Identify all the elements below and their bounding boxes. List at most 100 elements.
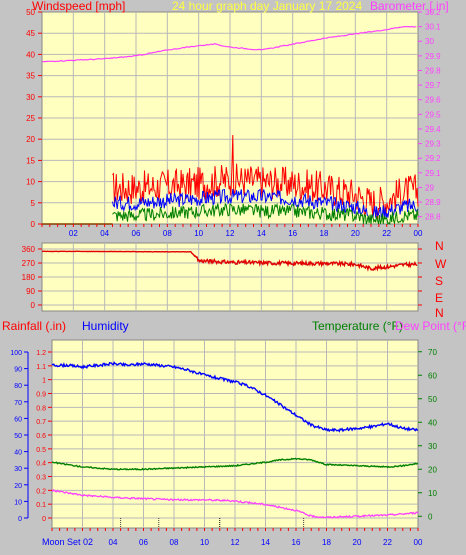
wind-direction-series — [42, 250, 418, 272]
humidity-axes: 010203040506070809010000.10.20.30.40.50.… — [10, 348, 437, 547]
moon-set-label: Moon Set 02 — [42, 537, 93, 547]
humidity-tick-label: 100 — [10, 350, 22, 357]
wind-tick-label-x: 00 — [414, 229, 423, 238]
wind-tick-label-x: 18 — [320, 229, 329, 238]
rain-tick-label: 0.3 — [36, 475, 46, 482]
wind-tick-label-x: 08 — [163, 229, 172, 238]
baro-tick-label-right: 29.2 — [425, 154, 441, 163]
temperature-tick-label: 50 — [428, 395, 437, 404]
humidity-tick-label: 60 — [14, 416, 22, 423]
baro-tick-label-right: 29.6 — [425, 96, 441, 105]
temperature-tick-label: 60 — [428, 371, 437, 380]
wind-plot-grid — [42, 12, 418, 224]
wind-tick-label-x: 04 — [100, 229, 109, 238]
humidity-tick-label: 90 — [14, 367, 22, 374]
humidity-axis-title: Humidity — [82, 319, 129, 333]
humidity-tick-label-x: 14 — [261, 538, 270, 547]
rain-tick-label: 0.2 — [36, 488, 46, 495]
humidity-tick-label-x: 00 — [414, 538, 423, 547]
humidity-tick-label-x: 18 — [322, 538, 331, 547]
baro-tick-label-right: 28.8 — [425, 213, 441, 222]
wind-tick-label-left: 35 — [26, 72, 35, 81]
wind-tick-label-left: 15 — [26, 156, 35, 165]
barometer-series — [41, 25, 417, 63]
temperature-series — [52, 457, 419, 471]
baro-tick-label-right: 30 — [425, 37, 434, 46]
humidity-series-group — [51, 361, 419, 528]
wind-series-group — [41, 25, 419, 226]
direction-series-group — [42, 250, 418, 272]
wind-speed-series — [112, 188, 419, 221]
chart-title: 24 hour graph day January 17 2024 — [172, 0, 362, 13]
humidity-tick-label-x: 08 — [170, 538, 179, 547]
baro-tick-label-right: 29.5 — [425, 110, 441, 119]
windspeed-axis-title: Windspeed [mph] — [32, 0, 125, 13]
humidity-tick-label: 0 — [18, 516, 22, 523]
wind-tick-label-left: 0 — [31, 220, 36, 229]
wind-tick-label-x: 12 — [226, 229, 235, 238]
baro-tick-label-right: 29.7 — [425, 81, 441, 90]
humidity-tick-label: 50 — [14, 433, 22, 440]
wind-tick-label-left: 25 — [26, 114, 35, 123]
direction-tick-label: 360 — [22, 245, 36, 254]
wind-tick-label-left: 45 — [26, 29, 35, 38]
humidity-tick-label-x: 16 — [292, 538, 301, 547]
rain-tick-label: 0.9 — [36, 392, 46, 399]
dew-point-series — [51, 488, 419, 519]
wind-tick-label-left: 10 — [26, 178, 35, 187]
rain-tick-label: 0.1 — [36, 502, 46, 509]
direction-tick-label: 270 — [22, 259, 36, 268]
rain-tick-label: 0 — [42, 516, 46, 523]
temperature-tick-label: 30 — [428, 442, 437, 451]
rain-tick-label: 1 — [42, 378, 46, 385]
wind-gust-series — [112, 134, 419, 219]
barometer-axis-title: Barometer [.in] — [370, 0, 449, 13]
rain-tick-label: 0.7 — [36, 419, 46, 426]
wind-tick-label-left: 5 — [31, 199, 36, 208]
humidity-temperature-panel: 010203040506070809010000.10.20.30.40.50.… — [10, 339, 437, 547]
humidity-plot-grid — [52, 340, 418, 528]
rain-tick-label: 0.6 — [36, 433, 46, 440]
baro-tick-label-right: 29.8 — [425, 66, 441, 75]
humidity-tick-label: 10 — [14, 499, 22, 506]
temperature-tick-label: 40 — [428, 418, 437, 427]
wind-tick-label-left: 20 — [26, 135, 35, 144]
wind-direction-panel: 0 90 180 270 360 — [22, 242, 422, 312]
humidity-tick-label: 20 — [14, 483, 22, 490]
baro-tick-label-right: 30.2 — [425, 8, 441, 17]
rain-tick-label: 1.2 — [36, 350, 46, 357]
baro-tick-label-right: 28.9 — [425, 198, 441, 207]
humidity-tick-label-x: 10 — [200, 538, 209, 547]
wind-tick-label-left: 40 — [26, 50, 35, 59]
temperature-axis-title: Temperature (°F) — [312, 319, 403, 333]
temperature-tick-label: 0 — [428, 512, 433, 521]
wind-tick-label-left: 30 — [26, 93, 35, 102]
wind-tick-label-x: 06 — [132, 229, 141, 238]
humidity-tick-label: 30 — [14, 466, 22, 473]
baro-tick-label-right: 29 — [425, 183, 434, 192]
wind-tick-label-x: 20 — [351, 229, 360, 238]
rain-tick-label: 0.8 — [36, 405, 46, 412]
rainfall-axis-title: Rainfall (.in) — [2, 319, 66, 333]
compass-label-n2: N — [435, 306, 444, 320]
temperature-tick-label: 70 — [428, 348, 437, 357]
wind-tick-label-x: 10 — [194, 229, 203, 238]
direction-plot-grid — [42, 243, 418, 311]
baro-tick-label-right: 29.1 — [425, 169, 441, 178]
direction-tick-label: 90 — [26, 287, 35, 296]
rain-tick-label: 1.1 — [36, 364, 46, 371]
wind-tick-label-x: 14 — [257, 229, 266, 238]
baro-tick-label-right: 30.1 — [425, 23, 441, 32]
humidity-series — [51, 361, 419, 433]
compass-label-e: E — [435, 291, 443, 305]
rain-tick-label: 0.5 — [36, 447, 46, 454]
wind-tick-label-left: 50 — [26, 8, 35, 17]
direction-tick-label: 180 — [22, 273, 36, 282]
humidity-tick-label-x: 22 — [383, 538, 392, 547]
wind-axes: 0 5 10 15 20 25 30 35 40 45 50 28.8 28.9 29 29.1 29.2 29… — [26, 8, 441, 238]
direction-tick-label: 0 — [31, 301, 36, 310]
humidity-tick-label: 40 — [14, 450, 22, 457]
wind-tick-label-x: 22 — [382, 229, 391, 238]
rain-tick-label: 0.4 — [36, 461, 46, 468]
